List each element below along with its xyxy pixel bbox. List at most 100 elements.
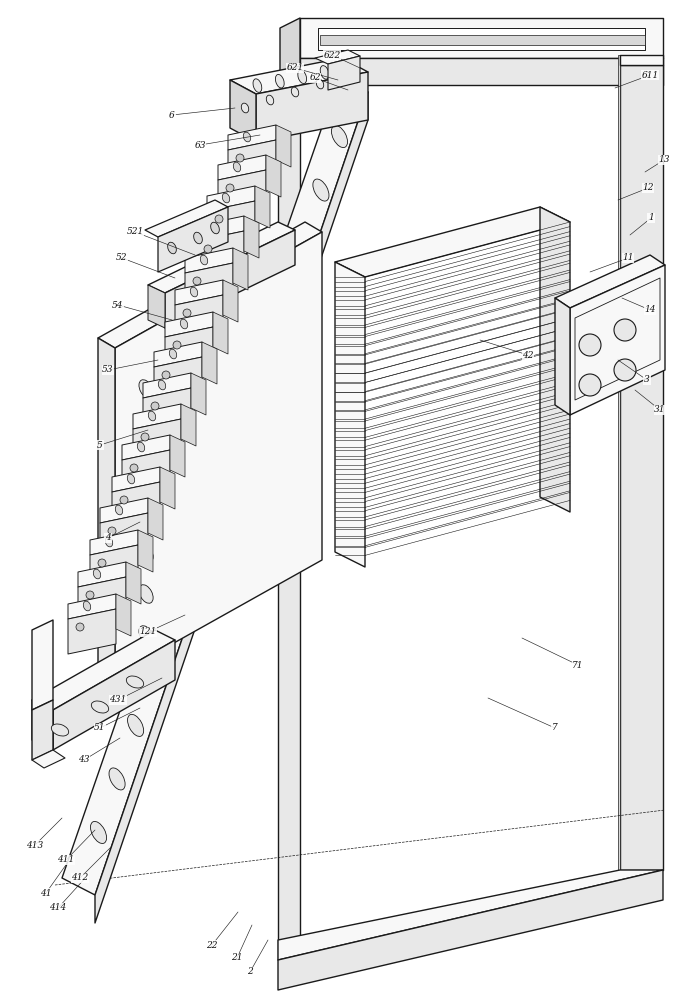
- Polygon shape: [555, 298, 570, 415]
- Polygon shape: [256, 72, 368, 142]
- Polygon shape: [218, 155, 266, 180]
- Polygon shape: [278, 92, 300, 960]
- Text: 63: 63: [194, 140, 206, 149]
- Text: 621: 621: [287, 64, 304, 73]
- Polygon shape: [115, 232, 322, 676]
- Ellipse shape: [226, 184, 234, 192]
- Polygon shape: [278, 870, 663, 960]
- Ellipse shape: [291, 87, 299, 97]
- Ellipse shape: [222, 193, 230, 203]
- Ellipse shape: [276, 286, 292, 308]
- Polygon shape: [112, 482, 160, 527]
- Ellipse shape: [614, 359, 636, 381]
- Polygon shape: [90, 530, 138, 555]
- Ellipse shape: [193, 277, 201, 285]
- Ellipse shape: [115, 505, 123, 515]
- Ellipse shape: [120, 496, 128, 504]
- Text: 51: 51: [94, 724, 106, 732]
- Polygon shape: [68, 609, 116, 654]
- Polygon shape: [53, 640, 175, 750]
- Polygon shape: [165, 327, 213, 372]
- Polygon shape: [230, 58, 368, 94]
- Polygon shape: [620, 65, 663, 870]
- Polygon shape: [228, 125, 276, 150]
- Text: 622: 622: [323, 50, 341, 60]
- Ellipse shape: [298, 70, 307, 84]
- Ellipse shape: [239, 393, 255, 415]
- Text: 7: 7: [552, 724, 558, 732]
- Ellipse shape: [76, 623, 84, 631]
- Polygon shape: [191, 373, 206, 415]
- Ellipse shape: [579, 374, 601, 396]
- Polygon shape: [335, 262, 365, 567]
- Ellipse shape: [313, 179, 329, 201]
- Polygon shape: [318, 28, 645, 50]
- Polygon shape: [278, 82, 300, 92]
- Polygon shape: [148, 222, 295, 293]
- Ellipse shape: [331, 126, 348, 148]
- Ellipse shape: [194, 232, 202, 244]
- Text: 414: 414: [50, 904, 67, 912]
- Ellipse shape: [295, 233, 310, 255]
- Ellipse shape: [169, 349, 177, 359]
- Ellipse shape: [168, 242, 177, 254]
- Polygon shape: [207, 186, 255, 211]
- Ellipse shape: [173, 341, 181, 349]
- Text: 121: 121: [139, 628, 157, 637]
- Polygon shape: [233, 248, 248, 290]
- Polygon shape: [202, 342, 217, 384]
- Polygon shape: [300, 58, 663, 85]
- Ellipse shape: [276, 74, 285, 88]
- Ellipse shape: [614, 319, 636, 341]
- Polygon shape: [68, 594, 116, 619]
- Polygon shape: [95, 92, 368, 923]
- Ellipse shape: [579, 334, 601, 356]
- Ellipse shape: [139, 626, 153, 644]
- Polygon shape: [175, 295, 223, 340]
- Text: 2: 2: [247, 968, 253, 976]
- Ellipse shape: [109, 768, 125, 790]
- Ellipse shape: [108, 527, 116, 535]
- Text: 54: 54: [112, 300, 124, 310]
- Polygon shape: [154, 357, 202, 402]
- Ellipse shape: [266, 95, 274, 105]
- Text: 14: 14: [644, 306, 656, 314]
- Ellipse shape: [241, 103, 249, 113]
- Polygon shape: [62, 75, 368, 895]
- Ellipse shape: [146, 661, 162, 683]
- Ellipse shape: [253, 79, 262, 92]
- Polygon shape: [618, 55, 620, 870]
- Polygon shape: [185, 248, 233, 273]
- Ellipse shape: [181, 319, 187, 329]
- Polygon shape: [540, 207, 570, 512]
- Polygon shape: [218, 170, 266, 215]
- Ellipse shape: [128, 714, 144, 736]
- Ellipse shape: [190, 287, 198, 297]
- Ellipse shape: [158, 380, 166, 390]
- Polygon shape: [175, 280, 223, 305]
- Ellipse shape: [164, 607, 181, 629]
- Polygon shape: [160, 467, 175, 509]
- Polygon shape: [555, 255, 665, 308]
- Polygon shape: [138, 530, 153, 572]
- Polygon shape: [207, 201, 255, 246]
- Ellipse shape: [211, 223, 219, 233]
- Ellipse shape: [162, 371, 170, 379]
- Text: 411: 411: [57, 856, 75, 864]
- Polygon shape: [165, 230, 295, 328]
- Polygon shape: [244, 216, 259, 258]
- Polygon shape: [148, 285, 165, 328]
- Ellipse shape: [236, 154, 244, 162]
- Polygon shape: [196, 216, 244, 241]
- Polygon shape: [213, 312, 228, 354]
- Polygon shape: [112, 467, 160, 492]
- Text: 611: 611: [642, 70, 659, 80]
- Polygon shape: [335, 207, 570, 277]
- Polygon shape: [116, 594, 131, 636]
- Polygon shape: [276, 125, 291, 167]
- Text: 53: 53: [103, 365, 114, 374]
- Ellipse shape: [84, 601, 91, 611]
- Ellipse shape: [98, 559, 106, 567]
- Polygon shape: [165, 312, 213, 337]
- Polygon shape: [90, 545, 138, 590]
